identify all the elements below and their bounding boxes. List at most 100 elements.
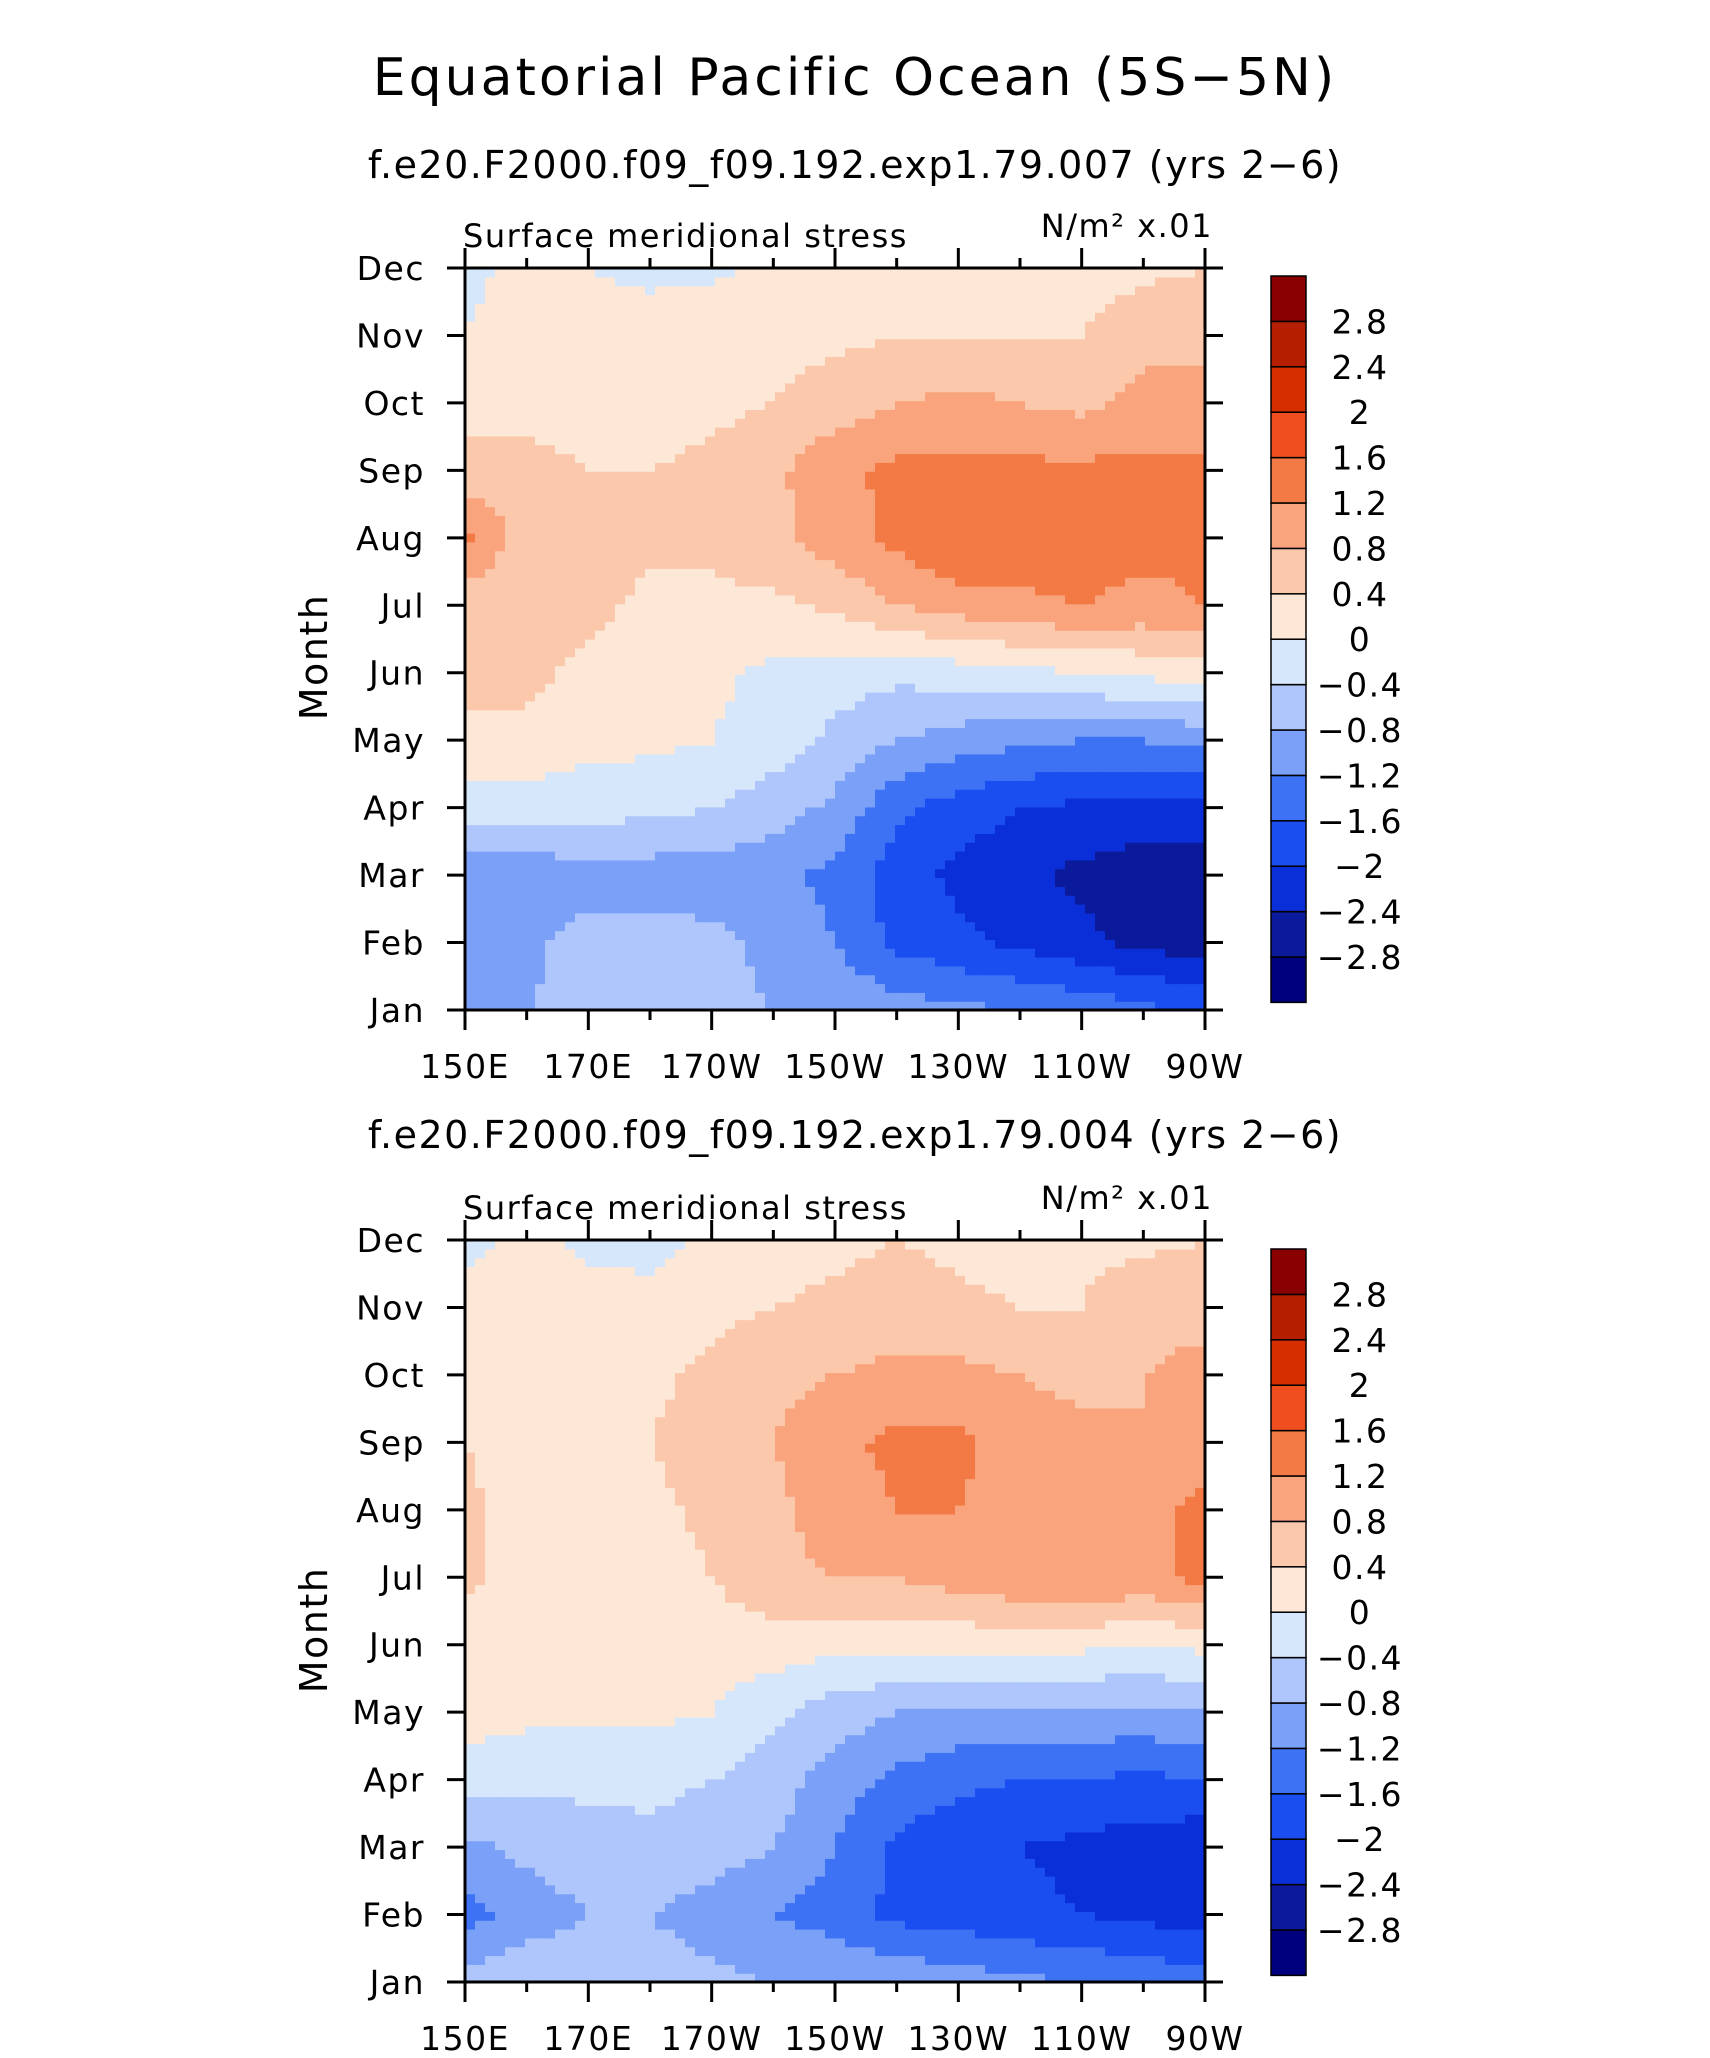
field-cell <box>865 488 876 499</box>
field-cell <box>465 895 476 905</box>
field-cell <box>775 948 786 958</box>
field-cell <box>1055 683 1066 693</box>
field-cell <box>935 930 946 940</box>
field-cell <box>625 780 636 790</box>
field-cell <box>855 886 866 896</box>
field-cell <box>615 762 626 773</box>
field-cell <box>1095 586 1106 596</box>
field-cell <box>715 409 726 419</box>
field-cell <box>985 506 996 516</box>
field-cell <box>965 559 976 569</box>
field-cell <box>625 480 636 490</box>
field-cell <box>585 780 596 790</box>
field-cell <box>555 930 566 940</box>
field-cell <box>1025 612 1036 622</box>
field-cell <box>495 541 506 552</box>
field-cell <box>1165 965 1176 976</box>
field-cell <box>1135 568 1146 578</box>
field-cell <box>515 921 526 932</box>
field-cell <box>615 904 626 914</box>
field-cell <box>825 806 836 817</box>
field-cell <box>555 753 566 764</box>
field-cell <box>1195 709 1206 720</box>
field-cell <box>995 444 1006 455</box>
field-cell <box>1055 992 1066 1002</box>
field-cell <box>665 639 676 649</box>
field-cell <box>545 603 556 614</box>
field-cell <box>945 753 956 764</box>
field-cell <box>675 435 686 446</box>
field-cell <box>595 515 606 525</box>
field-cell <box>1075 709 1086 720</box>
field-cell <box>1135 877 1146 887</box>
field-cell <box>845 621 856 631</box>
field-cell <box>745 630 756 640</box>
field-cell <box>615 497 626 508</box>
field-cell <box>975 700 986 711</box>
field-cell <box>1055 480 1066 490</box>
field-cell <box>545 409 556 419</box>
field-cell <box>1055 727 1066 737</box>
field-cell <box>995 930 1006 940</box>
field-cell <box>1105 462 1116 472</box>
field-cell <box>495 762 506 773</box>
field-cell <box>1105 983 1116 993</box>
field-cell <box>1185 683 1196 693</box>
field-cell <box>1035 709 1046 720</box>
field-cell <box>835 577 846 587</box>
field-cell <box>1165 886 1176 896</box>
field-cell <box>1025 851 1036 861</box>
field-cell <box>865 700 876 711</box>
field-cell <box>945 435 956 446</box>
field-cell <box>525 806 536 817</box>
field-cell <box>805 886 816 896</box>
field-cell <box>965 444 976 455</box>
field-cell <box>935 506 946 516</box>
field-cell <box>1145 718 1156 728</box>
field-cell <box>565 815 576 826</box>
field-cell <box>545 594 556 605</box>
field-cell <box>955 974 966 985</box>
field-cell <box>715 418 726 428</box>
field-cell <box>875 533 886 543</box>
field-cell <box>855 912 866 923</box>
field-cell <box>775 895 786 905</box>
field-cell <box>895 992 906 1002</box>
field-cell <box>875 453 886 463</box>
field-cell <box>915 506 926 516</box>
field-cell <box>745 833 756 843</box>
field-cell <box>1135 488 1146 499</box>
field-cell <box>575 683 586 693</box>
field-cell <box>505 851 516 861</box>
field-cell <box>1185 639 1196 649</box>
field-cell <box>1165 656 1176 667</box>
field-cell <box>995 851 1006 861</box>
field-cell <box>945 745 956 755</box>
field-cell <box>465 488 476 499</box>
field-cell <box>695 745 706 755</box>
field-cell <box>635 409 646 419</box>
field-cell <box>945 921 956 932</box>
field-cell <box>1195 895 1206 905</box>
field-cell <box>975 665 986 675</box>
field-cell <box>945 647 956 658</box>
field-cell <box>1015 683 1026 693</box>
field-cell <box>1115 877 1126 887</box>
field-cell <box>535 550 546 561</box>
field-cell <box>935 700 946 711</box>
field-cell <box>605 462 616 472</box>
field-cell <box>1135 453 1146 463</box>
field-cell <box>845 762 856 773</box>
field-cell <box>955 444 966 455</box>
field-cell <box>685 736 696 746</box>
field-cell <box>475 453 486 463</box>
field-cell <box>1125 471 1136 481</box>
field-cell <box>1185 921 1196 932</box>
field-cell <box>675 992 686 1002</box>
field-cell <box>1185 718 1196 728</box>
field-cell <box>715 798 726 808</box>
field-cell <box>695 656 706 667</box>
field-cell <box>765 762 776 773</box>
field-cell <box>1005 965 1016 976</box>
field-cell <box>975 815 986 826</box>
